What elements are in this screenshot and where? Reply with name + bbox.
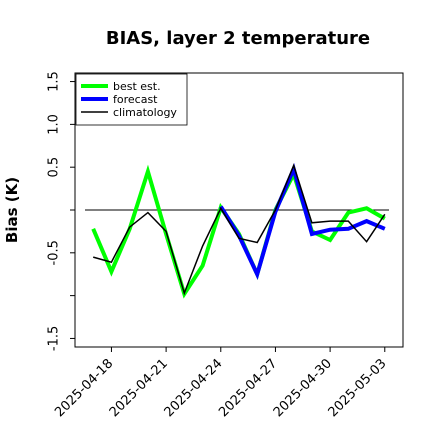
y-tick-label: 1.5 [47, 71, 62, 92]
x-tick-label: 2025-05-03 [326, 356, 390, 420]
y-tick-label: 1.0 [47, 114, 62, 135]
y-tick-label: -0.5 [47, 240, 62, 265]
legend-label-climatology: climatology [113, 106, 177, 119]
legend-label-forecast: forecast [113, 93, 158, 106]
y-axis-ticks: -1.5 -0.5 0.5 1.0 1.5 [47, 71, 75, 351]
legend-label-best-est: best est. [113, 80, 161, 93]
y-tick-label: -1.5 [47, 326, 62, 351]
y-tick-label: 0.5 [47, 157, 62, 178]
series-line-climatology [92, 163, 386, 296]
series-layer [85, 162, 389, 299]
y-axis-label: Bias (K) [3, 177, 21, 243]
x-axis-ticks: 2025-04-182025-04-212025-04-242025-04-27… [52, 347, 390, 420]
series-line-forecast [219, 162, 386, 280]
chart-title: BIAS, layer 2 temperature [106, 28, 370, 49]
